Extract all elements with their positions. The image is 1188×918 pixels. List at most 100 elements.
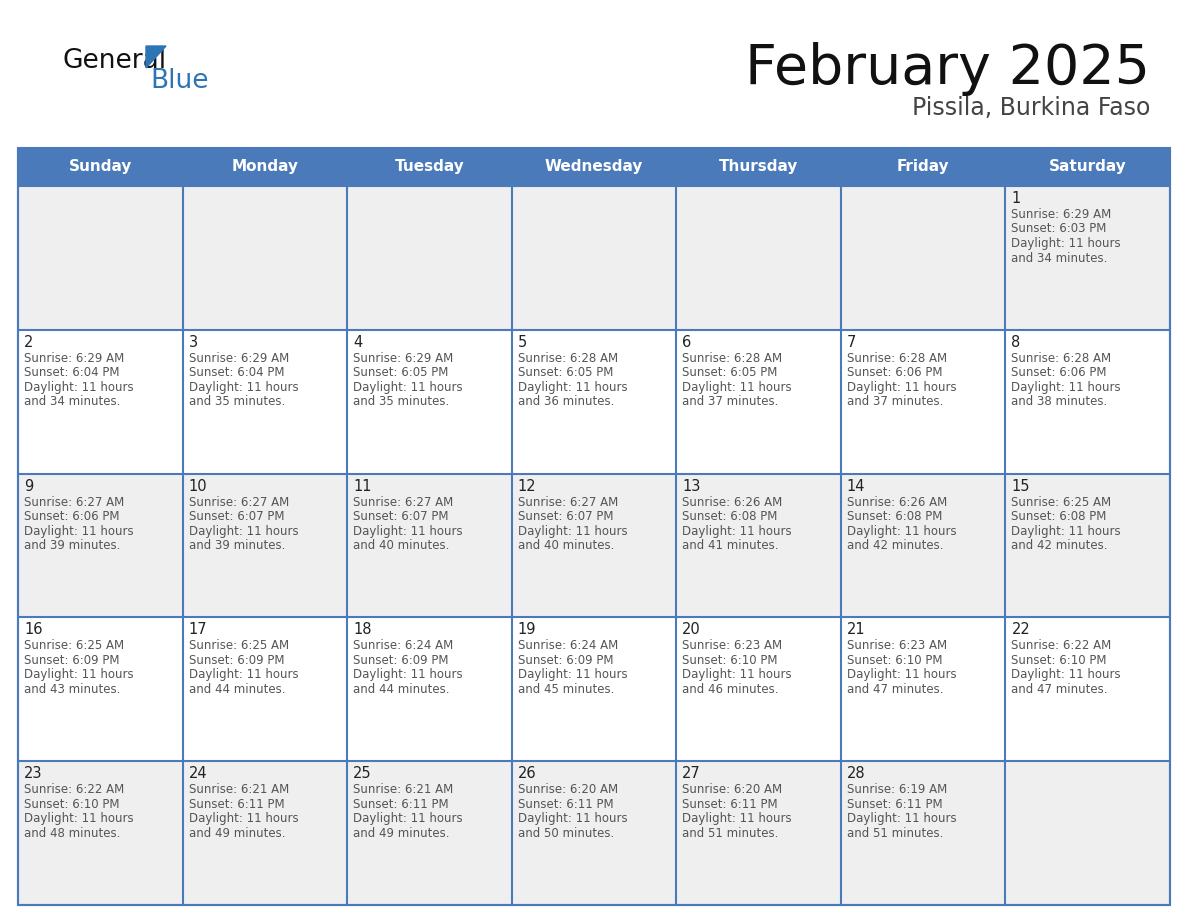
Text: Blue: Blue (150, 68, 209, 94)
Text: 4: 4 (353, 335, 362, 350)
Bar (18, 474, 183, 618)
Text: Sunset: 6:10 PM: Sunset: 6:10 PM (1011, 654, 1107, 666)
Text: Sunset: 6:11 PM: Sunset: 6:11 PM (518, 798, 613, 811)
Text: and 34 minutes.: and 34 minutes. (24, 396, 120, 409)
Text: 18: 18 (353, 622, 372, 637)
Text: Daylight: 11 hours: Daylight: 11 hours (518, 381, 627, 394)
Text: Daylight: 11 hours: Daylight: 11 hours (518, 668, 627, 681)
Bar (841, 618, 1005, 761)
Text: Daylight: 11 hours: Daylight: 11 hours (847, 381, 956, 394)
Text: Daylight: 11 hours: Daylight: 11 hours (1011, 381, 1121, 394)
Text: and 44 minutes.: and 44 minutes. (353, 683, 449, 696)
Text: and 45 minutes.: and 45 minutes. (518, 683, 614, 696)
Text: Sunrise: 6:28 AM: Sunrise: 6:28 AM (518, 352, 618, 364)
Bar (183, 761, 347, 905)
Bar (841, 474, 1005, 618)
Text: Sunset: 6:06 PM: Sunset: 6:06 PM (847, 366, 942, 379)
Text: Sunrise: 6:28 AM: Sunrise: 6:28 AM (847, 352, 947, 364)
Text: Sunset: 6:09 PM: Sunset: 6:09 PM (189, 654, 284, 666)
Text: Sunset: 6:07 PM: Sunset: 6:07 PM (353, 510, 449, 523)
Text: Sunset: 6:10 PM: Sunset: 6:10 PM (24, 798, 120, 811)
Text: 21: 21 (847, 622, 866, 637)
Text: Tuesday: Tuesday (394, 160, 465, 174)
Text: Sunrise: 6:28 AM: Sunrise: 6:28 AM (1011, 352, 1112, 364)
Text: Sunrise: 6:25 AM: Sunrise: 6:25 AM (24, 640, 124, 653)
Bar (183, 618, 347, 761)
Bar (18, 761, 183, 905)
Text: Daylight: 11 hours: Daylight: 11 hours (353, 812, 463, 825)
Bar (347, 148, 512, 186)
Text: Sunrise: 6:23 AM: Sunrise: 6:23 AM (847, 640, 947, 653)
Text: Wednesday: Wednesday (545, 160, 643, 174)
Text: and 43 minutes.: and 43 minutes. (24, 683, 120, 696)
Text: Daylight: 11 hours: Daylight: 11 hours (189, 812, 298, 825)
Text: Sunset: 6:08 PM: Sunset: 6:08 PM (1011, 510, 1107, 523)
Bar (676, 474, 841, 618)
Text: 27: 27 (682, 767, 701, 781)
Text: Sunrise: 6:29 AM: Sunrise: 6:29 AM (353, 352, 454, 364)
Text: Daylight: 11 hours: Daylight: 11 hours (1011, 668, 1121, 681)
Polygon shape (146, 46, 166, 68)
Text: Daylight: 11 hours: Daylight: 11 hours (518, 812, 627, 825)
Text: 22: 22 (1011, 622, 1030, 637)
Bar (676, 330, 841, 474)
Text: Sunset: 6:10 PM: Sunset: 6:10 PM (682, 654, 778, 666)
Text: Sunset: 6:05 PM: Sunset: 6:05 PM (518, 366, 613, 379)
Bar (347, 330, 512, 474)
Text: Sunset: 6:04 PM: Sunset: 6:04 PM (189, 366, 284, 379)
Bar (676, 761, 841, 905)
Text: 3: 3 (189, 335, 197, 350)
Text: 19: 19 (518, 622, 536, 637)
Text: Sunrise: 6:19 AM: Sunrise: 6:19 AM (847, 783, 947, 796)
Text: Sunrise: 6:21 AM: Sunrise: 6:21 AM (353, 783, 454, 796)
Text: February 2025: February 2025 (745, 42, 1150, 96)
Text: Monday: Monday (232, 160, 298, 174)
Text: 23: 23 (24, 767, 43, 781)
Bar (183, 330, 347, 474)
Bar (1005, 474, 1170, 618)
Text: Sunrise: 6:24 AM: Sunrise: 6:24 AM (518, 640, 618, 653)
Text: 25: 25 (353, 767, 372, 781)
Text: 24: 24 (189, 767, 207, 781)
Bar (183, 148, 347, 186)
Text: 20: 20 (682, 622, 701, 637)
Text: 26: 26 (518, 767, 536, 781)
Bar (1005, 330, 1170, 474)
Text: Sunset: 6:05 PM: Sunset: 6:05 PM (353, 366, 449, 379)
Text: and 51 minutes.: and 51 minutes. (682, 827, 778, 840)
Text: Sunrise: 6:20 AM: Sunrise: 6:20 AM (518, 783, 618, 796)
Text: Daylight: 11 hours: Daylight: 11 hours (189, 381, 298, 394)
Bar (183, 474, 347, 618)
Text: 11: 11 (353, 478, 372, 494)
Text: Sunrise: 6:24 AM: Sunrise: 6:24 AM (353, 640, 454, 653)
Bar (18, 186, 183, 330)
Text: Sunrise: 6:27 AM: Sunrise: 6:27 AM (189, 496, 289, 509)
Text: Daylight: 11 hours: Daylight: 11 hours (1011, 524, 1121, 538)
Text: and 40 minutes.: and 40 minutes. (353, 539, 449, 552)
Text: 10: 10 (189, 478, 207, 494)
Text: Daylight: 11 hours: Daylight: 11 hours (682, 812, 792, 825)
Text: 13: 13 (682, 478, 701, 494)
Bar (347, 186, 512, 330)
Text: Sunrise: 6:29 AM: Sunrise: 6:29 AM (24, 352, 125, 364)
Text: Daylight: 11 hours: Daylight: 11 hours (847, 812, 956, 825)
Text: Sunday: Sunday (69, 160, 132, 174)
Bar (841, 186, 1005, 330)
Text: Sunrise: 6:28 AM: Sunrise: 6:28 AM (682, 352, 783, 364)
Text: Sunset: 6:07 PM: Sunset: 6:07 PM (189, 510, 284, 523)
Text: Sunrise: 6:25 AM: Sunrise: 6:25 AM (1011, 496, 1112, 509)
Text: Sunset: 6:05 PM: Sunset: 6:05 PM (682, 366, 778, 379)
Bar (512, 186, 676, 330)
Text: and 37 minutes.: and 37 minutes. (847, 396, 943, 409)
Text: 16: 16 (24, 622, 43, 637)
Text: Sunset: 6:11 PM: Sunset: 6:11 PM (189, 798, 284, 811)
Text: Daylight: 11 hours: Daylight: 11 hours (353, 524, 463, 538)
Text: and 47 minutes.: and 47 minutes. (1011, 683, 1108, 696)
Text: and 35 minutes.: and 35 minutes. (189, 396, 285, 409)
Text: Friday: Friday (897, 160, 949, 174)
Text: and 50 minutes.: and 50 minutes. (518, 827, 614, 840)
Bar (512, 618, 676, 761)
Text: Sunrise: 6:27 AM: Sunrise: 6:27 AM (518, 496, 618, 509)
Bar (1005, 618, 1170, 761)
Bar (18, 148, 1170, 905)
